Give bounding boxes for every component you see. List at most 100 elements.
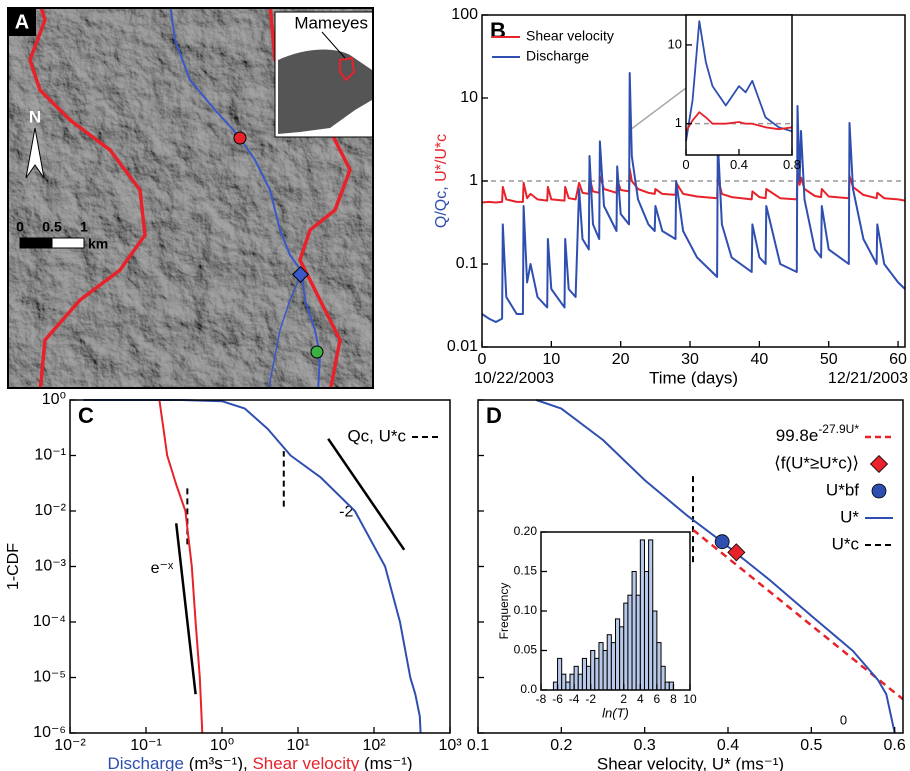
histogram-bar [616,619,620,690]
x-tick-label: 10 [683,692,697,706]
y-tick-label: 1 [469,172,478,189]
x-tick-label: 0.6 [884,737,906,754]
x-tick-label: 30 [681,351,699,368]
label-part: (ms⁻¹) [359,754,412,771]
x-tick-label: 10² [362,737,386,754]
map-panel: Mameyes A N 0 0.5 1 km [8,4,373,392]
x-tick-label: 10⁰ [210,737,234,754]
chart-panel: -2e⁻ˣ10⁻²10⁻¹10⁰10¹10²10³10⁰10⁻¹10⁻²10⁻³… [5,391,462,771]
y-tick-label: 10⁻⁴ [33,613,66,630]
y-tick-label: 0.15 [514,564,538,578]
x-tick-label: 10⁻¹ [130,737,162,754]
legend-label: U*c [832,534,860,553]
y-tick-label: 10⁻¹ [34,447,66,464]
x-axis-label: ln(T) [602,705,629,720]
legend-label: 99.8e-27.9U* [776,422,860,445]
histogram-bar [562,674,566,690]
x-tick-label: 6 [654,692,661,706]
y-tick-label: 0.05 [514,643,538,657]
x-tick-label: 0.3 [634,737,656,754]
histogram-bar [582,658,586,690]
x-tick-label: -4 [569,692,580,706]
label-part: Shear velocity [252,754,359,771]
circle-marker [872,484,886,498]
histogram-bar [661,666,665,690]
guide-label: e⁻ˣ [151,560,174,577]
diamond-marker [871,456,888,473]
histogram-bar [595,658,599,690]
legend-label: ⟨f(U*≥U*c)⟩ [774,453,859,472]
x-axis-label: Discharge (m³s⁻¹), Shear velocity (ms⁻¹) [107,754,412,771]
histogram-bar [628,595,632,690]
x-axis-label: Time (days) [649,368,738,387]
scale-bar [20,238,52,248]
histogram-bar [665,682,669,690]
guide-line [176,523,195,694]
scale-unit: km [88,236,108,252]
label-part: (m³s⁻¹), [184,754,252,771]
x-tick-label: 0.8 [783,157,801,172]
x-tick-label: -8 [536,692,547,706]
x-tick-label: 10¹ [286,737,309,754]
histogram-bar [644,572,648,691]
x-tick-label: 2 [620,692,627,706]
scale-label: 0 [16,219,24,235]
y-tick-label: 0.1 [456,255,478,272]
y-tick-label: 10⁰ [42,391,66,408]
figure: Mameyes A N 0 0.5 1 km 01020304050600.01… [0,0,910,771]
label-part: U*/U*c [433,134,450,186]
legend-label: Shear velocity [526,28,614,44]
panel-label: A [15,11,29,33]
guide-label: -2 [339,504,353,521]
y-tick-label: 10⁻⁶ [33,724,66,741]
histogram-bar [653,611,657,690]
x-tick-label: 60 [889,351,907,368]
legend-label-exponent: -27.9U* [818,422,859,436]
station-marker [234,132,246,144]
legend-label-base: 99.8e [776,426,819,445]
histogram-bar [620,627,624,690]
x-axis-label: Shear velocity, U* (ms⁻¹) [597,754,784,771]
histogram-bar [624,603,628,690]
x-tick-label: 8 [670,692,677,706]
panel-label: B [490,18,506,43]
annotation: 0 [840,712,847,727]
panel-label: C [78,403,94,428]
legend-label: Discharge [526,48,589,64]
histogram-bar [578,674,582,690]
x-tick-label: 10 [542,351,560,368]
y-tick-label: 10⁻⁵ [33,669,66,686]
histogram-bar [640,540,644,690]
y-tick-label: 1 [675,115,682,130]
y-tick-label: 10⁻³ [34,558,66,575]
histogram-bar [611,643,615,690]
label-part: Q/Qc, [433,186,450,228]
x-tick-label: 4 [637,692,644,706]
x-tick-label: 40 [750,351,768,368]
histogram-bar [599,643,603,690]
x-tick-label: 0.2 [550,737,572,754]
y-tick-label: 0.0 [520,682,537,696]
histogram-bar [657,643,661,690]
station-marker [311,346,323,358]
scale-label: 1 [80,219,88,235]
histogram-bar [607,635,611,690]
data-line [83,400,420,733]
x-tick-label: 0.5 [800,737,822,754]
histogram-bar [632,572,636,691]
x-tick-label: 50 [820,351,838,368]
legend-label: U*bf [826,480,859,499]
histogram-bar [603,651,607,691]
y-tick-label: 0.10 [514,603,538,617]
x-tick-label: 0 [682,157,689,172]
y-axis-label: 1-CDF [5,543,22,590]
plot-frame [70,400,450,733]
y-axis-label: Frequency [497,583,511,640]
scale-label: 0.5 [42,219,62,235]
y-tick-label: 10 [668,36,682,51]
data-line [482,169,905,203]
y-tick-label: 0.01 [447,338,478,355]
scale-bar [52,238,84,248]
